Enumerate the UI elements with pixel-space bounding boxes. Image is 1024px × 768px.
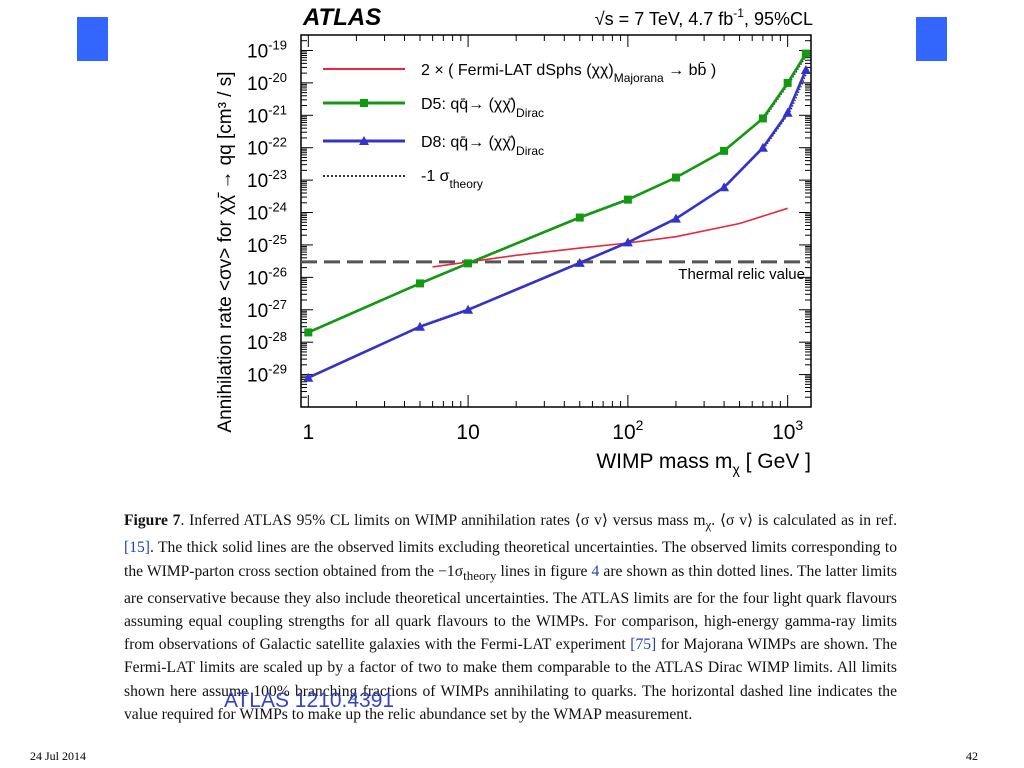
series-line-1 bbox=[307, 52, 808, 334]
d8-point bbox=[574, 257, 585, 267]
legend-d8-marker bbox=[359, 136, 369, 145]
series-group bbox=[303, 49, 811, 382]
page-number: 42 bbox=[966, 749, 978, 763]
caption-ref-link[interactable]: 4 bbox=[591, 562, 600, 580]
d8-point bbox=[782, 107, 793, 117]
d5-point bbox=[304, 328, 313, 337]
d5-point bbox=[671, 173, 680, 182]
y-tick-label: 10-24 bbox=[247, 200, 287, 225]
figure-caption: Figure 7. Inferred ATLAS 95% CL limits o… bbox=[124, 509, 897, 726]
axis-ticks bbox=[301, 34, 811, 408]
y-axis-label: Annihilation rate <σv> for χχ̄ → qq [cm³… bbox=[215, 71, 236, 432]
x-tick-label: 10 bbox=[456, 421, 479, 444]
y-tick-label: 10-23 bbox=[247, 167, 287, 192]
d5-point bbox=[801, 49, 810, 58]
theory-line-2 bbox=[311, 67, 810, 377]
y-tick-label: 10-20 bbox=[247, 70, 287, 95]
caption-text: . Inferred ATLAS 95% CL limits on WIMP a… bbox=[180, 512, 706, 529]
d8-point bbox=[719, 182, 730, 192]
accent-square-right bbox=[916, 17, 947, 61]
experiment-label: ATLAS bbox=[302, 4, 381, 31]
y-tick-label: 10-28 bbox=[247, 329, 287, 354]
d5-point bbox=[415, 279, 424, 288]
x-tick-labels: 1 10 102 103 bbox=[302, 417, 803, 444]
series-line-2 bbox=[307, 69, 808, 379]
legend-fermi-label: 2 × ( Fermi-LAT dSphs (χχ)Majorana → bb̄… bbox=[421, 62, 716, 85]
legend: 2 × ( Fermi-LAT dSphs (χχ)Majorana → bb̄… bbox=[323, 62, 716, 191]
d5-point bbox=[720, 146, 729, 155]
legend-theory-label: -1 σtheory bbox=[421, 168, 483, 191]
y-tick-labels: 10-19 10-20 10-21 10-22 10-23 10-24 10-25 10-26… bbox=[247, 37, 287, 386]
d5-point bbox=[575, 213, 584, 222]
caption-sub: χ bbox=[705, 517, 712, 533]
caption-sub: theory bbox=[463, 567, 497, 583]
caption-text: . ⟨σ v⟩ is calculated as in ref. bbox=[711, 512, 897, 529]
d8-point bbox=[463, 304, 474, 314]
y-tick-label: 10-21 bbox=[247, 102, 287, 127]
x-axis-label: WIMP mass mχ [ GeV ] bbox=[596, 450, 811, 477]
caption-label: Figure 7 bbox=[124, 512, 181, 529]
d8-point bbox=[757, 142, 768, 152]
x-tick-label: 102 bbox=[612, 417, 643, 444]
plot-frame bbox=[300, 34, 812, 408]
theory-line-1 bbox=[311, 51, 810, 331]
x-tick-label: 1 bbox=[302, 421, 314, 444]
y-tick-label: 10-19 bbox=[247, 37, 287, 62]
y-tick-label: 10-25 bbox=[247, 232, 287, 257]
d8-point bbox=[622, 237, 633, 247]
caption-ref-link[interactable]: [15] bbox=[124, 539, 150, 557]
caption-text: for Majorana WIMPs are shown. The Fermi-… bbox=[124, 636, 897, 723]
y-tick-label: 10-29 bbox=[247, 362, 287, 387]
y-tick-label: 10-27 bbox=[247, 297, 287, 322]
caption-text: . The thick solid lines are the observed… bbox=[124, 539, 897, 580]
annihilation-rate-chart: ATLAS √s = 7 TeV, 4.7 fb-1, 95%CL 10-191… bbox=[215, 4, 813, 477]
caption-ref-link[interactable]: [75] bbox=[630, 636, 657, 654]
series-line-0 bbox=[432, 207, 788, 268]
d5-point bbox=[623, 195, 632, 204]
reference-link[interactable]: ATLAS 1210.4391 bbox=[224, 689, 395, 712]
d8-point bbox=[800, 64, 811, 74]
d8-point bbox=[670, 213, 681, 223]
d5-point bbox=[464, 259, 473, 268]
thermal-relic-label: Thermal relic value bbox=[678, 266, 805, 283]
legend-d8-label: D8: qq̄→ (χχ̄)Dirac bbox=[421, 134, 544, 158]
caption-text: lines in figure bbox=[496, 562, 592, 580]
legend-d5-label: D5: qq̄→ (χχ̄)Dirac bbox=[421, 96, 544, 120]
y-tick-label: 10-26 bbox=[247, 264, 287, 289]
energy-label: √s = 7 TeV, 4.7 fb-1, 95%CL bbox=[595, 6, 813, 29]
caption-text: are shown as thin dotted lines. The latt… bbox=[124, 562, 897, 654]
legend-d5-marker bbox=[360, 99, 368, 107]
d5-point bbox=[783, 78, 792, 87]
d5-point bbox=[758, 114, 767, 123]
footer-date: 24 Jul 2014 bbox=[30, 749, 87, 763]
d8-point bbox=[414, 321, 425, 331]
y-tick-label: 10-22 bbox=[247, 135, 287, 160]
d8-point bbox=[303, 372, 314, 382]
accent-square-left bbox=[77, 17, 108, 61]
x-tick-label: 103 bbox=[772, 417, 803, 444]
